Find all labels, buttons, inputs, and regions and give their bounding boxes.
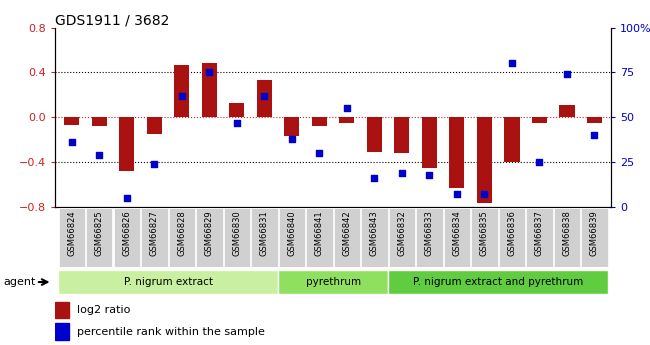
- FancyBboxPatch shape: [444, 208, 470, 267]
- Text: agent: agent: [3, 277, 36, 287]
- Bar: [560, 105, 575, 117]
- Text: GSM66834: GSM66834: [452, 210, 462, 256]
- FancyBboxPatch shape: [168, 208, 195, 267]
- Text: GSM66835: GSM66835: [480, 210, 489, 256]
- Point: [259, 93, 270, 99]
- Text: P. nigrum extract: P. nigrum extract: [124, 277, 213, 287]
- FancyBboxPatch shape: [388, 270, 608, 294]
- Text: P. nigrum extract and pyrethrum: P. nigrum extract and pyrethrum: [413, 277, 583, 287]
- Text: GSM66841: GSM66841: [315, 210, 324, 256]
- FancyBboxPatch shape: [224, 208, 250, 267]
- Point: [534, 159, 545, 165]
- Point: [149, 161, 159, 167]
- Text: GSM66826: GSM66826: [122, 210, 131, 256]
- Bar: [367, 117, 382, 152]
- Bar: [92, 117, 107, 126]
- Text: GSM66832: GSM66832: [397, 210, 406, 256]
- Point: [314, 150, 324, 156]
- Text: GSM66824: GSM66824: [67, 210, 76, 256]
- FancyBboxPatch shape: [86, 208, 112, 267]
- Point: [122, 195, 132, 201]
- Point: [562, 71, 572, 77]
- FancyBboxPatch shape: [196, 208, 222, 267]
- FancyBboxPatch shape: [554, 208, 580, 267]
- FancyBboxPatch shape: [114, 208, 140, 267]
- FancyBboxPatch shape: [499, 208, 525, 267]
- Point: [452, 192, 462, 197]
- Text: GSM66836: GSM66836: [508, 210, 517, 256]
- Point: [424, 172, 435, 177]
- Text: GSM66840: GSM66840: [287, 210, 296, 256]
- FancyBboxPatch shape: [526, 208, 552, 267]
- FancyBboxPatch shape: [58, 208, 85, 267]
- Text: GSM66833: GSM66833: [425, 210, 434, 256]
- FancyBboxPatch shape: [416, 208, 443, 267]
- FancyBboxPatch shape: [389, 208, 415, 267]
- Text: GSM66829: GSM66829: [205, 210, 214, 256]
- Text: pyrethrum: pyrethrum: [306, 277, 361, 287]
- Point: [231, 120, 242, 126]
- Bar: [395, 117, 410, 153]
- Bar: [504, 117, 519, 162]
- FancyBboxPatch shape: [471, 208, 498, 267]
- Bar: [477, 117, 492, 203]
- Bar: [284, 117, 300, 136]
- Point: [396, 170, 407, 176]
- Point: [94, 152, 105, 158]
- Bar: [587, 117, 602, 123]
- FancyBboxPatch shape: [251, 208, 278, 267]
- Bar: [229, 103, 244, 117]
- Point: [177, 93, 187, 99]
- Text: GDS1911 / 3682: GDS1911 / 3682: [55, 14, 170, 28]
- Bar: [147, 117, 162, 134]
- Text: GSM66838: GSM66838: [562, 210, 571, 256]
- Text: percentile rank within the sample: percentile rank within the sample: [77, 327, 265, 337]
- FancyBboxPatch shape: [58, 270, 278, 294]
- Bar: [449, 117, 465, 188]
- Text: GSM66839: GSM66839: [590, 210, 599, 256]
- Bar: [257, 80, 272, 117]
- Bar: [532, 117, 547, 123]
- FancyBboxPatch shape: [333, 208, 360, 267]
- Text: log2 ratio: log2 ratio: [77, 305, 131, 315]
- FancyBboxPatch shape: [306, 208, 333, 267]
- Bar: [312, 117, 327, 126]
- Bar: [202, 63, 217, 117]
- Text: GSM66831: GSM66831: [260, 210, 269, 256]
- Bar: [422, 117, 437, 168]
- Bar: [339, 117, 354, 123]
- Point: [369, 176, 380, 181]
- FancyBboxPatch shape: [141, 208, 168, 267]
- Text: GSM66828: GSM66828: [177, 210, 187, 256]
- Text: GSM66827: GSM66827: [150, 210, 159, 256]
- Text: GSM66842: GSM66842: [343, 210, 352, 256]
- FancyBboxPatch shape: [279, 208, 305, 267]
- FancyBboxPatch shape: [361, 208, 387, 267]
- Text: GSM66843: GSM66843: [370, 210, 379, 256]
- Point: [287, 136, 297, 141]
- Text: GSM66830: GSM66830: [232, 210, 241, 256]
- Bar: [64, 117, 79, 125]
- Point: [507, 61, 517, 66]
- FancyBboxPatch shape: [581, 208, 608, 267]
- FancyBboxPatch shape: [278, 270, 388, 294]
- Point: [66, 140, 77, 145]
- Point: [204, 70, 214, 75]
- Text: GSM66837: GSM66837: [535, 210, 544, 256]
- Text: GSM66825: GSM66825: [95, 210, 104, 256]
- Point: [590, 132, 600, 138]
- Point: [479, 192, 489, 197]
- Point: [342, 106, 352, 111]
- Bar: [174, 65, 189, 117]
- Bar: [119, 117, 135, 171]
- Bar: [55, 323, 69, 340]
- Bar: [55, 302, 69, 318]
